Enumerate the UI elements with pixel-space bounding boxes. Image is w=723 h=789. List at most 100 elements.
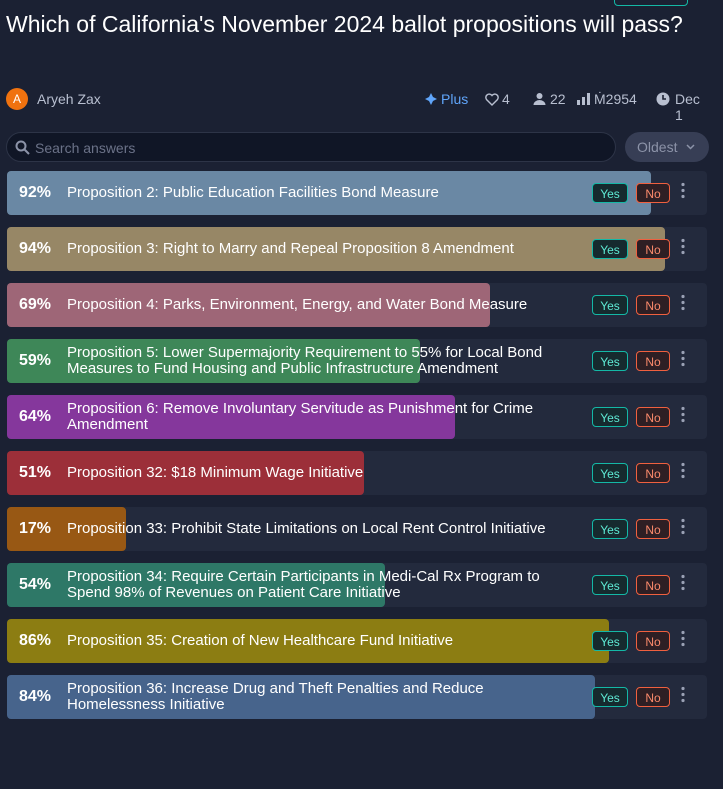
date: Dec 1 bbox=[675, 91, 700, 123]
dots-icon bbox=[681, 574, 685, 591]
yes-button[interactable]: Yes bbox=[592, 351, 628, 371]
cut-button[interactable] bbox=[614, 0, 688, 6]
answer-list: 92% Proposition 2: Public Education Facil… bbox=[7, 171, 707, 719]
probability-label: 51% bbox=[19, 464, 52, 481]
dots-icon bbox=[681, 238, 685, 255]
yes-button[interactable]: Yes bbox=[592, 631, 628, 651]
yes-button[interactable]: Yes bbox=[592, 687, 628, 707]
likes: 4 bbox=[502, 91, 510, 107]
probability-label: 59% bbox=[19, 352, 52, 369]
more-menu[interactable] bbox=[681, 462, 685, 484]
dots-icon bbox=[681, 686, 685, 703]
probability-bar bbox=[7, 619, 609, 663]
yes-button[interactable]: Yes bbox=[592, 295, 628, 315]
dots-icon bbox=[681, 182, 685, 199]
answer-row: 84% Proposition 36: Increase Drug and The… bbox=[7, 675, 707, 719]
probability-bar bbox=[7, 395, 455, 439]
answer-row: 64% Proposition 6: Remove Involuntary Ser… bbox=[7, 395, 707, 439]
traders-icon bbox=[533, 93, 546, 105]
answer-row: 92% Proposition 2: Public Education Facil… bbox=[7, 171, 707, 215]
answer-row: 54% Proposition 34: Require Certain Parti… bbox=[7, 563, 707, 607]
answer-text: Proposition 32: $18 Minimum Wage Initiat… bbox=[67, 464, 364, 481]
sort-label: Oldest bbox=[637, 139, 678, 155]
probability-label: 54% bbox=[19, 576, 52, 593]
probability-bar bbox=[7, 451, 364, 495]
no-button[interactable]: No bbox=[636, 519, 670, 539]
search-placeholder: Search answers bbox=[35, 140, 136, 156]
probability-label: 69% bbox=[19, 296, 52, 313]
probability-bar bbox=[7, 283, 490, 327]
probability-bar bbox=[7, 675, 595, 719]
yes-button[interactable]: Yes bbox=[592, 239, 628, 259]
answer-row: 94% Proposition 3: Right to Marry and Rep… bbox=[7, 227, 707, 271]
answer-text: Proposition 4: Parks, Environment, Energ… bbox=[67, 296, 528, 313]
probability-bar bbox=[7, 339, 420, 383]
chevron bbox=[686, 144, 695, 150]
no-button[interactable]: No bbox=[636, 351, 670, 371]
no-button[interactable]: No bbox=[636, 183, 670, 203]
answer-text: Proposition 35: Creation of New Healthca… bbox=[67, 632, 454, 649]
more-menu[interactable] bbox=[681, 406, 685, 428]
plus: Plus bbox=[441, 91, 469, 107]
volume: Ṁ2954 bbox=[594, 91, 637, 107]
no-button[interactable]: No bbox=[636, 295, 670, 315]
search-box[interactable]: Search answers bbox=[6, 132, 616, 162]
no-button[interactable]: No bbox=[636, 463, 670, 483]
sort-button[interactable]: Oldest bbox=[625, 132, 709, 162]
probability-bar bbox=[7, 171, 651, 215]
answer-row: 51% Proposition 32: $18 Minimum Wage Init… bbox=[7, 451, 707, 495]
answer-text: Proposition 2: Public Education Faciliti… bbox=[67, 184, 439, 201]
more-menu[interactable] bbox=[681, 518, 685, 540]
more-menu[interactable] bbox=[681, 574, 685, 596]
probability-label: 92% bbox=[19, 184, 52, 201]
dots-icon bbox=[681, 462, 685, 479]
answer-row: 17% Proposition 33: Prohibit State Limita… bbox=[7, 507, 707, 551]
more-menu[interactable] bbox=[681, 686, 685, 708]
yes-button[interactable]: Yes bbox=[592, 519, 628, 539]
market-title: Which of California's November 2024 ball… bbox=[6, 11, 683, 37]
answer-text: Proposition 3: Right to Marry and Repeal… bbox=[67, 240, 514, 257]
no-button[interactable]: No bbox=[636, 239, 670, 259]
answer-text: Proposition 6: Remove Involuntary Servit… bbox=[67, 400, 534, 433]
no-button[interactable]: No bbox=[636, 687, 670, 707]
answer-text: Proposition 33: Prohibit State Limitatio… bbox=[67, 520, 546, 537]
probability-bar bbox=[7, 227, 665, 271]
no-button[interactable]: No bbox=[636, 631, 670, 651]
answer-row: 69% Proposition 4: Parks, Environment, En… bbox=[7, 283, 707, 327]
no-button[interactable]: No bbox=[636, 575, 670, 595]
more-menu[interactable] bbox=[681, 294, 685, 316]
dots-icon bbox=[681, 350, 685, 367]
yes-button[interactable]: Yes bbox=[592, 407, 628, 427]
author[interactable]: Aryeh Zax bbox=[37, 91, 101, 107]
plus-icon bbox=[425, 93, 437, 105]
dots-icon bbox=[681, 518, 685, 535]
more-menu[interactable] bbox=[681, 182, 685, 204]
more-menu[interactable] bbox=[681, 350, 685, 372]
probability-label: 84% bbox=[19, 688, 52, 705]
answer-row: 59% Proposition 5: Lower Supermajority Re… bbox=[7, 339, 707, 383]
yes-button[interactable]: Yes bbox=[592, 463, 628, 483]
traders: 22 bbox=[550, 91, 566, 107]
like-icon[interactable] bbox=[485, 93, 499, 106]
avatar[interactable]: A bbox=[6, 88, 28, 110]
probability-label: 94% bbox=[19, 240, 52, 257]
more-menu[interactable] bbox=[681, 238, 685, 260]
meta-row: A Aryeh Zax Plus 4 22 Ṁ2954 Dec 1 bbox=[6, 88, 711, 123]
probability-label: 17% bbox=[19, 520, 52, 537]
more-menu[interactable] bbox=[681, 630, 685, 652]
dots-icon bbox=[681, 294, 685, 311]
yes-button[interactable]: Yes bbox=[592, 183, 628, 203]
no-button[interactable]: No bbox=[636, 407, 670, 427]
volume-icon bbox=[577, 93, 590, 105]
search-icon bbox=[15, 140, 30, 155]
yes-button[interactable]: Yes bbox=[592, 575, 628, 595]
answer-row: 86% Proposition 35: Creation of New Healt… bbox=[7, 619, 707, 663]
probability-bar bbox=[7, 507, 126, 551]
probability-label: 64% bbox=[19, 408, 52, 425]
clock-icon bbox=[656, 92, 670, 106]
probability-bar bbox=[7, 563, 385, 607]
dots-icon bbox=[681, 406, 685, 423]
answer-text: Proposition 5: Lower Supermajority Requi… bbox=[67, 344, 543, 377]
probability-label: 86% bbox=[19, 632, 52, 649]
